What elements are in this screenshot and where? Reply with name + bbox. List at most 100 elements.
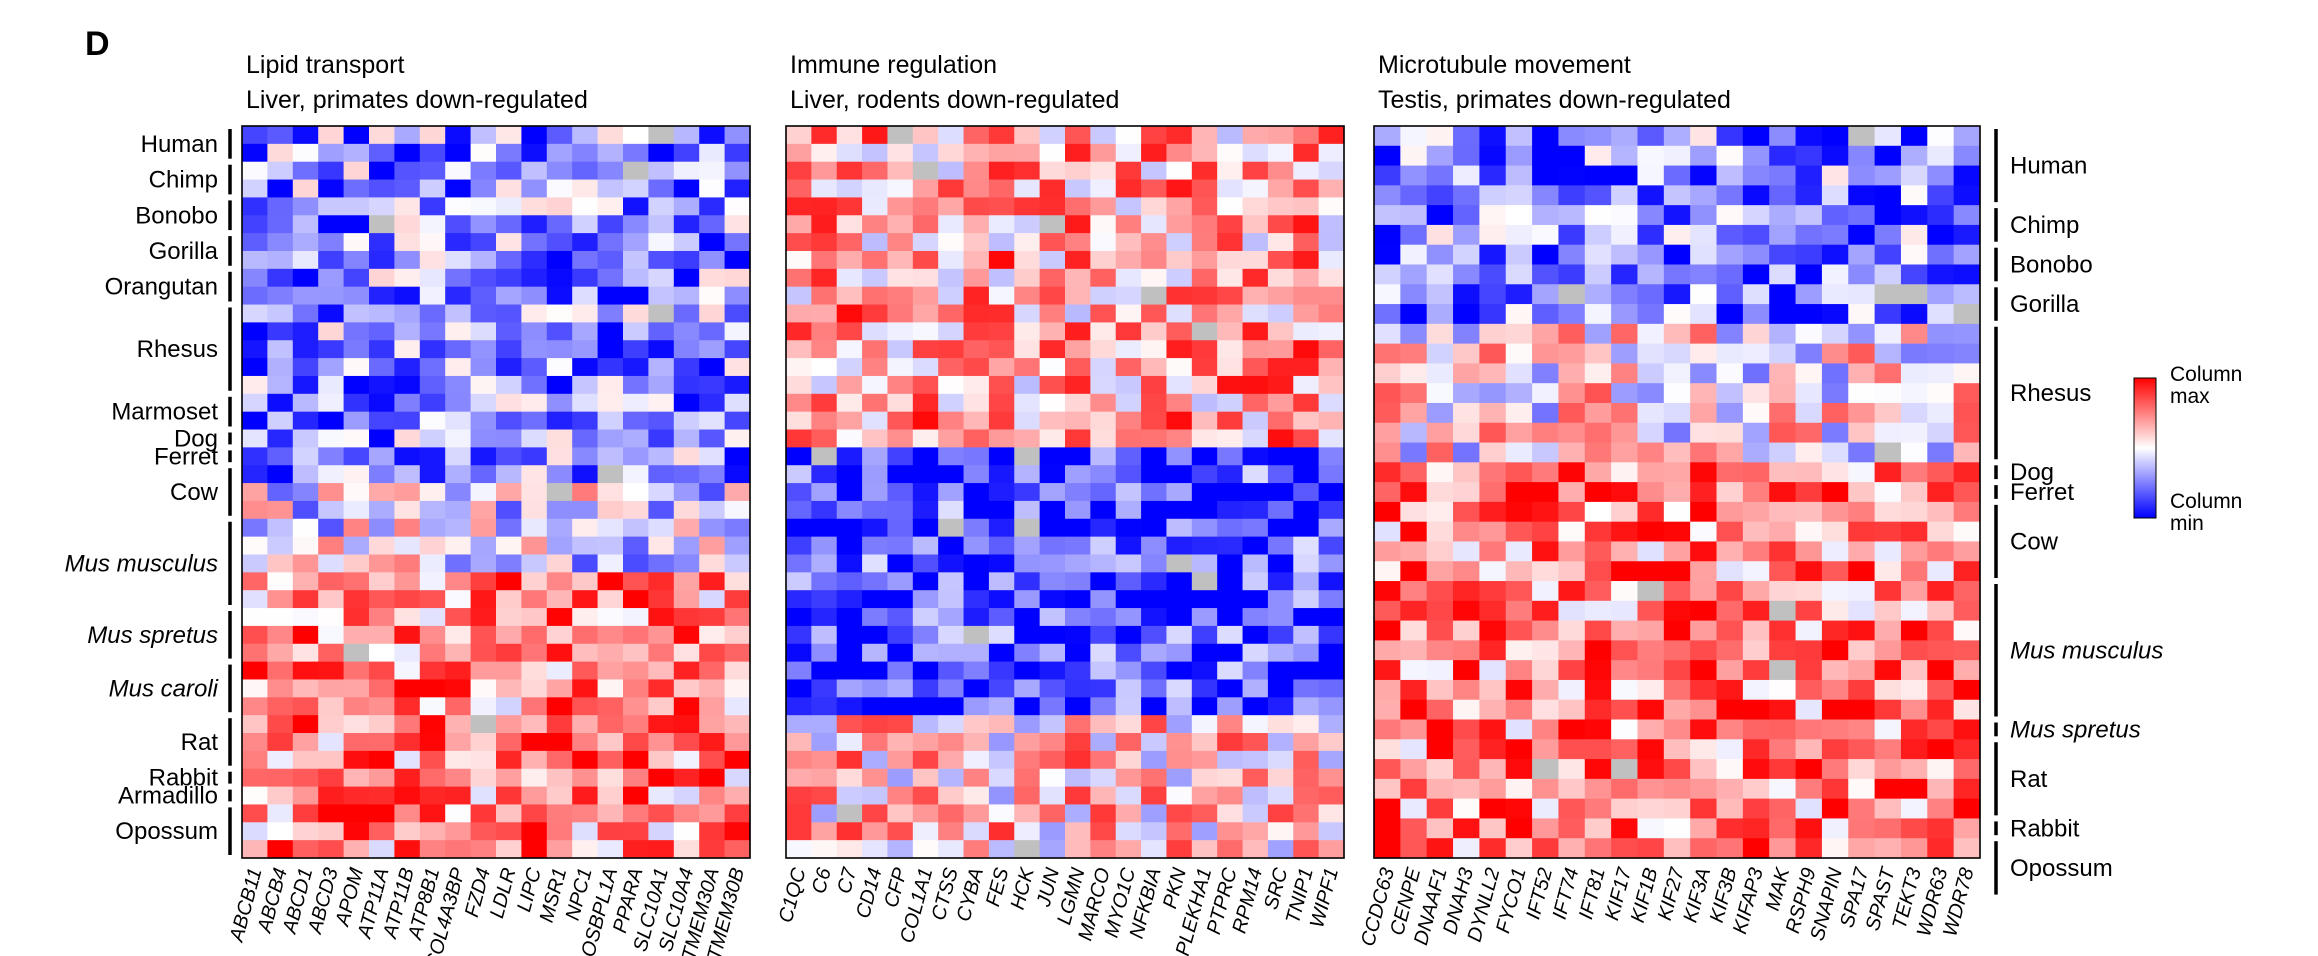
heatmap-cell	[1558, 600, 1586, 622]
heatmap-cell	[445, 768, 472, 788]
heatmap-cell	[1374, 205, 1401, 226]
heatmap-cell	[419, 679, 446, 698]
heatmap-cell	[1795, 205, 1823, 226]
heatmap-cell	[1242, 572, 1269, 591]
row-group-label: Rat	[2010, 766, 2048, 793]
heatmap-cell	[546, 679, 573, 698]
heatmap-cell	[673, 429, 700, 448]
heatmap-cell	[1742, 402, 1770, 424]
heatmap-cell	[1090, 393, 1117, 413]
heatmap-cell	[862, 233, 889, 252]
heatmap-cell	[597, 679, 624, 698]
heatmap-cell	[1293, 715, 1320, 734]
heatmap-cell	[1795, 778, 1823, 800]
heatmap-cell	[1166, 483, 1193, 502]
heatmap-cell	[836, 661, 863, 681]
heatmap-cell	[521, 697, 548, 716]
heatmap-cell	[369, 340, 395, 359]
heatmap-cell	[1453, 185, 1480, 206]
heatmap-cell	[242, 215, 268, 234]
heatmap-cell	[938, 233, 965, 252]
heatmap-cell	[862, 804, 889, 823]
heatmap-cell	[623, 215, 649, 234]
heatmap-cell	[267, 268, 294, 288]
heatmap-cell	[1014, 554, 1041, 573]
heatmap-cell	[546, 250, 573, 270]
heatmap-cell	[242, 483, 268, 502]
heatmap-cell	[912, 126, 939, 145]
heatmap-cell	[394, 322, 421, 341]
heatmap-cell	[1690, 620, 1718, 641]
heatmap-cell	[887, 393, 914, 413]
heatmap-cell	[267, 393, 294, 413]
heatmap-cell	[1166, 375, 1193, 395]
heatmap-cell	[1453, 422, 1480, 444]
heatmap-cell	[1716, 838, 1744, 859]
heatmap-cell	[1479, 838, 1507, 859]
heatmap-cell	[343, 733, 370, 752]
heatmap-cell	[1637, 402, 1665, 424]
heatmap-title-line2: Testis, primates down-regulated	[1378, 86, 1731, 114]
heatmap-cell	[862, 840, 889, 859]
heatmap-cell	[1848, 145, 1876, 167]
heatmap-cell	[1115, 715, 1142, 734]
heatmap-cell	[1426, 541, 1454, 562]
heatmap-cell	[1848, 244, 1876, 266]
heatmap-cell	[1900, 383, 1928, 404]
heatmap-cell	[597, 643, 624, 663]
heatmap-cell	[1374, 759, 1401, 780]
heatmap-cell	[1953, 699, 1981, 721]
heatmap-cell	[1505, 304, 1533, 325]
heatmap-cell	[1558, 205, 1586, 226]
heatmap-cell	[1426, 679, 1454, 701]
heatmap-cell	[470, 375, 497, 395]
heatmap-cell	[1795, 541, 1823, 562]
heatmap-cell	[597, 304, 624, 323]
heatmap-cell	[1318, 590, 1345, 609]
heatmap-cell	[597, 536, 624, 556]
heatmap-cell	[267, 304, 294, 323]
heatmap-cell	[343, 822, 370, 841]
heatmap-cell	[1217, 268, 1244, 288]
heatmap-cell	[1191, 304, 1218, 323]
heatmap-cell	[963, 215, 990, 234]
heatmap-cell	[1769, 719, 1797, 740]
heatmap-cell	[318, 322, 345, 341]
heatmap-cell	[862, 715, 889, 734]
heatmap-cell	[1848, 541, 1876, 562]
heatmap-cell	[912, 322, 939, 341]
heatmap-cell	[546, 340, 573, 359]
heatmap-cell	[470, 143, 497, 163]
heatmap-cell	[1637, 679, 1665, 701]
heatmap-cell	[1795, 422, 1823, 444]
heatmap-cell	[1690, 699, 1718, 721]
heatmap-cell	[445, 840, 472, 859]
heatmap-cell	[988, 840, 1015, 859]
heatmap-cell	[623, 661, 649, 681]
heatmap-cell	[369, 411, 395, 431]
heatmap-cell	[1115, 500, 1142, 520]
heatmap-cell	[988, 358, 1015, 377]
heatmap-cell	[1611, 719, 1639, 740]
heatmap-cell	[369, 733, 395, 752]
heatmap-cell	[963, 661, 990, 681]
heatmap-cell	[343, 197, 370, 216]
heatmap-cell	[1400, 462, 1428, 483]
heatmap-cell	[1318, 768, 1345, 788]
heatmap-cell	[938, 375, 965, 395]
heatmap-cell	[1584, 304, 1612, 325]
heatmap-cell	[673, 661, 700, 681]
heatmap-cell	[699, 304, 726, 323]
heatmap-cell	[1293, 804, 1320, 823]
heatmap-cell	[1874, 402, 1902, 424]
heatmap-cell	[496, 447, 522, 466]
heatmap-cell	[1637, 284, 1665, 305]
heatmap-cell	[521, 822, 548, 841]
heatmap-cell	[912, 625, 939, 645]
heatmap-cell	[1558, 264, 1586, 285]
heatmap-cell	[1505, 224, 1533, 246]
heatmap-cell	[1014, 161, 1041, 181]
heatmap-cell	[699, 554, 726, 573]
heatmap-cell	[699, 179, 726, 199]
heatmap-cell	[1014, 340, 1041, 359]
